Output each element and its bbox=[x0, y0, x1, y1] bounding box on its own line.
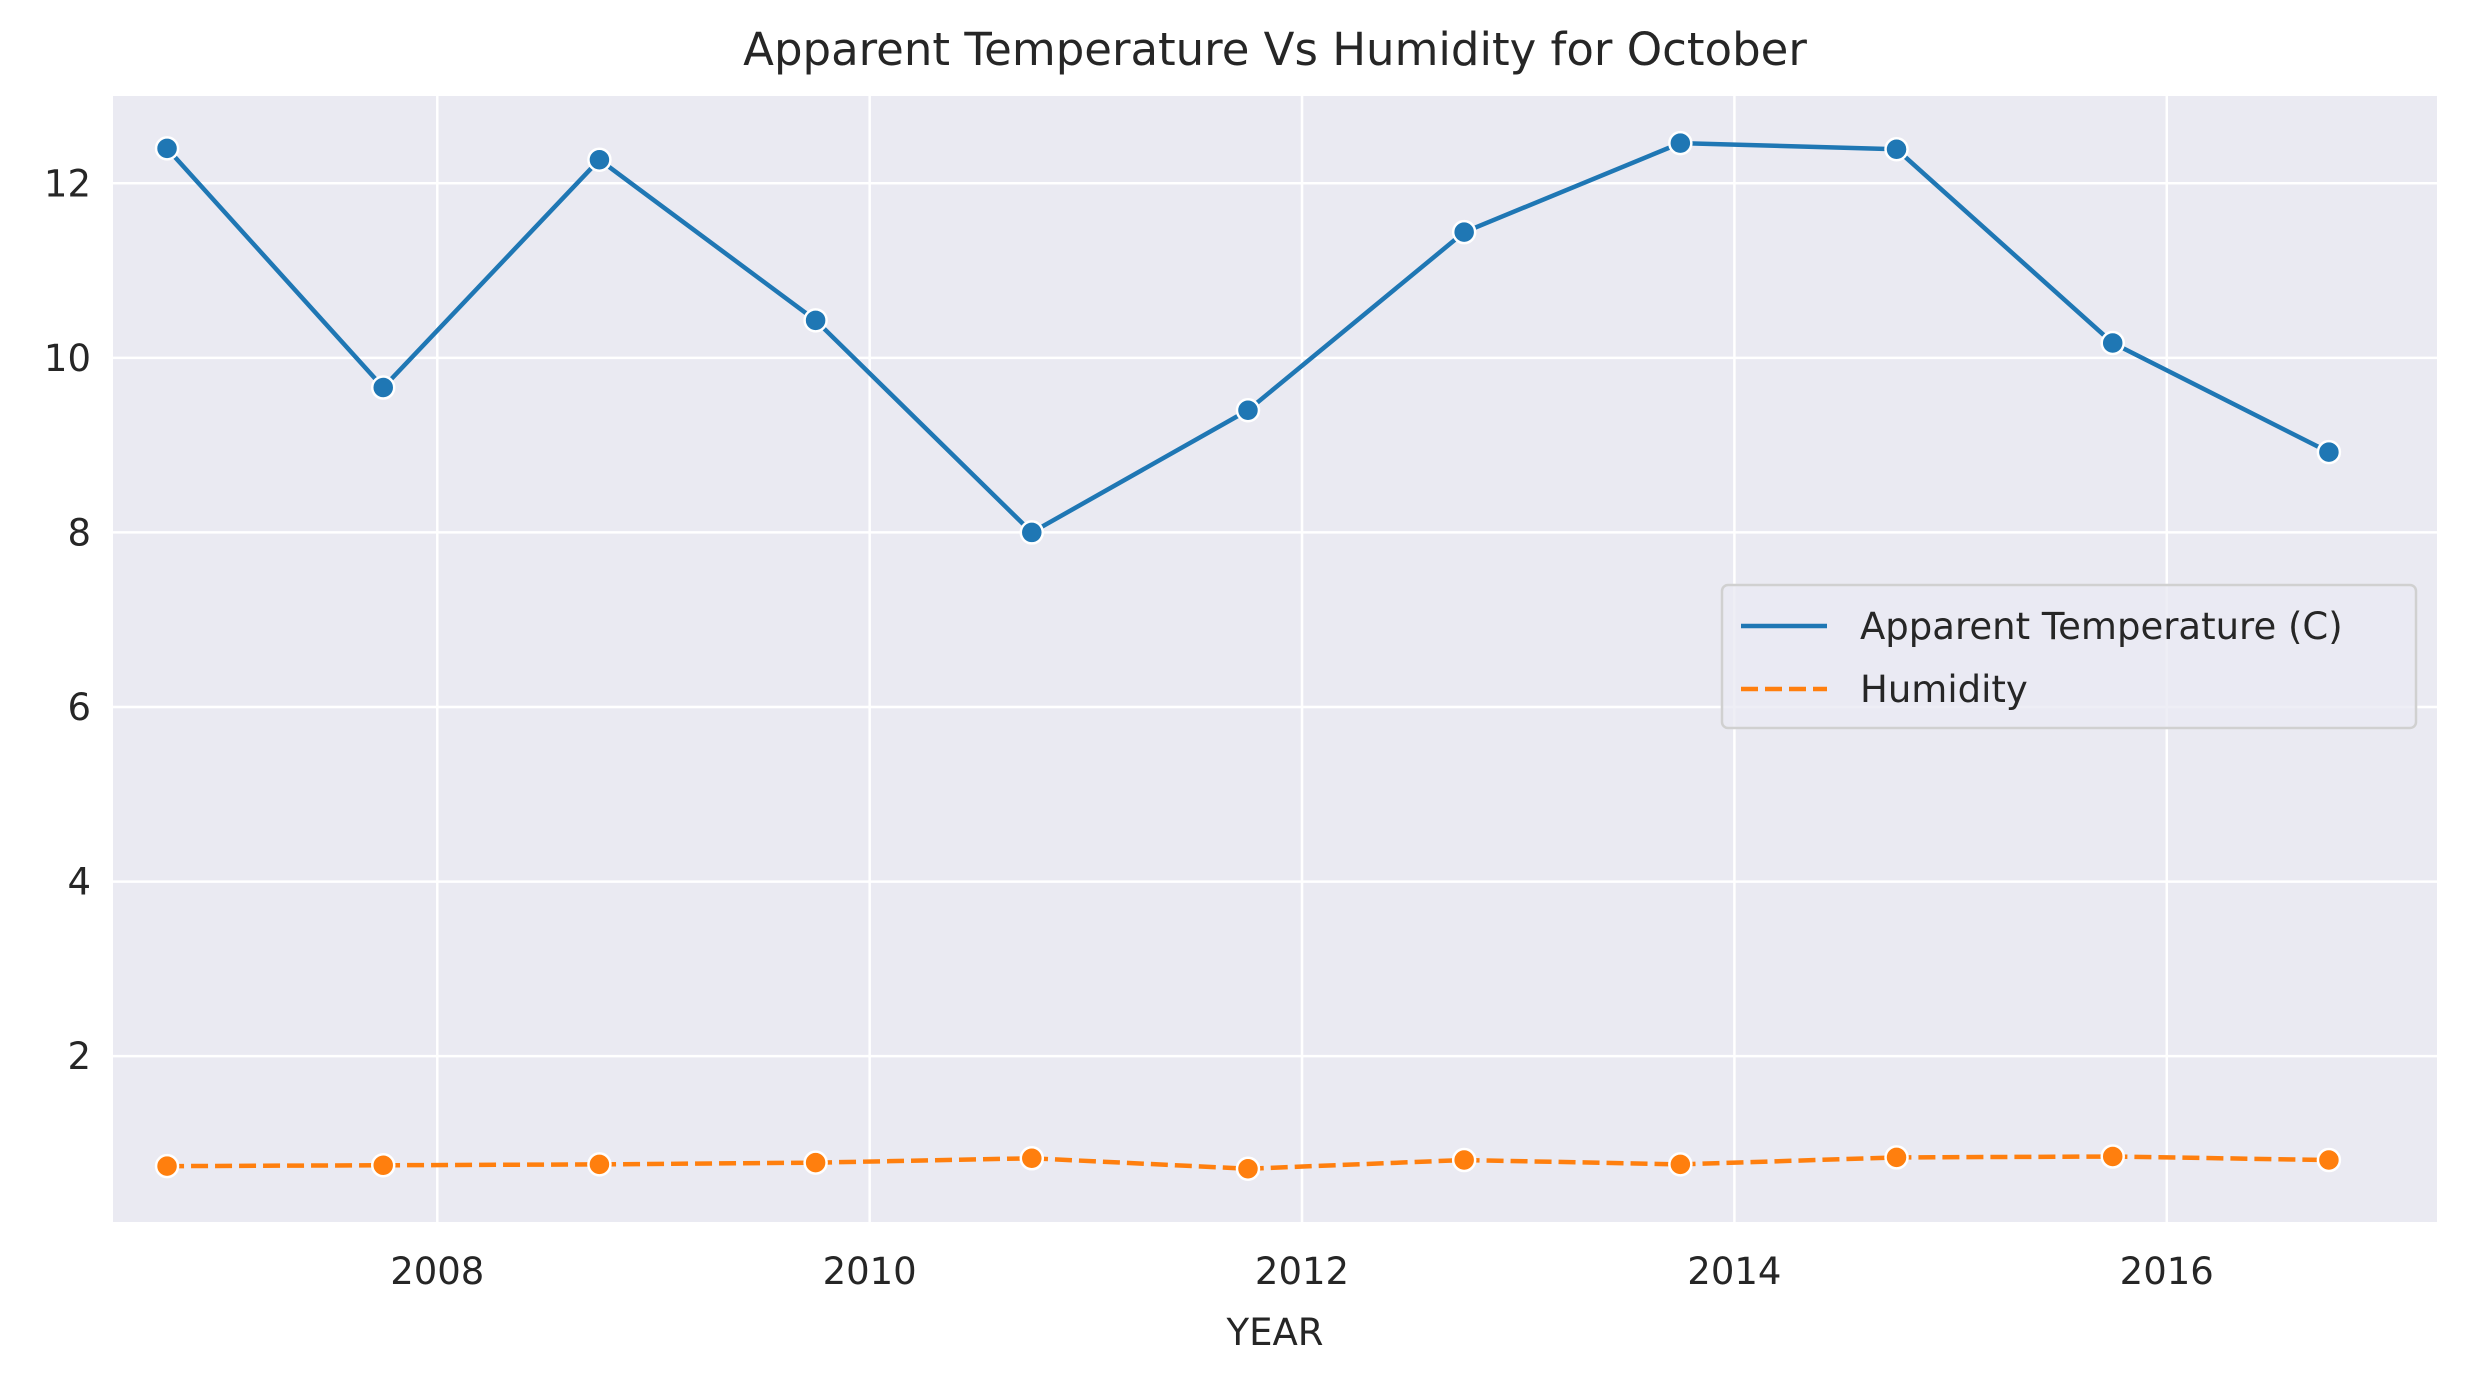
data-point bbox=[2316, 1147, 2342, 1173]
y-tick-label: 2 bbox=[67, 1035, 91, 1078]
data-point bbox=[370, 375, 396, 400]
chart-title: Apparent Temperature Vs Humidity for Oct… bbox=[743, 23, 1807, 76]
data-point bbox=[2100, 1144, 2125, 1169]
data-point bbox=[2100, 330, 2125, 356]
data-point bbox=[587, 147, 612, 172]
x-tick-label: 2016 bbox=[2120, 1250, 2214, 1293]
data-point bbox=[1019, 520, 1045, 545]
series-humidity bbox=[154, 1144, 2342, 1182]
data-point bbox=[370, 1153, 396, 1178]
tick-labels: 2008 2010 2012 2014 2016 2 4 6 8 10 12 bbox=[44, 162, 2214, 1293]
y-tick-label: 10 bbox=[44, 337, 91, 380]
legend: Apparent Temperature (C) Humidity bbox=[1720, 583, 2418, 730]
data-point bbox=[803, 308, 828, 333]
grid-lines bbox=[113, 96, 2437, 1222]
y-tick-label: 12 bbox=[44, 162, 91, 205]
x-tick-label: 2010 bbox=[823, 1250, 917, 1293]
data-point bbox=[2316, 439, 2342, 465]
data-point bbox=[587, 1152, 612, 1177]
x-tick-label: 2008 bbox=[390, 1250, 484, 1293]
data-point bbox=[1451, 219, 1477, 245]
series-apparent-temperature-c bbox=[154, 130, 2342, 545]
data-point bbox=[1884, 136, 1909, 162]
data-point bbox=[1884, 1145, 1909, 1170]
x-tick-label: 2014 bbox=[1687, 1250, 1781, 1293]
data-point bbox=[154, 1153, 180, 1179]
legend-frame bbox=[1720, 583, 2418, 730]
data-point bbox=[1668, 1152, 1693, 1177]
y-tick-label: 4 bbox=[67, 861, 91, 904]
data-point bbox=[1019, 1146, 1045, 1171]
x-axis-label: YEAR bbox=[1226, 1311, 1324, 1354]
data-point bbox=[154, 136, 180, 161]
x-tick-label: 2012 bbox=[1255, 1250, 1349, 1293]
series-layer bbox=[154, 130, 2342, 1182]
data-point bbox=[803, 1150, 828, 1175]
data-point bbox=[1451, 1147, 1477, 1173]
y-tick-label: 8 bbox=[67, 511, 91, 554]
legend-label-humidity: Humidity bbox=[1860, 668, 2028, 711]
y-tick-label: 6 bbox=[67, 686, 91, 729]
data-point bbox=[1668, 130, 1693, 156]
data-point bbox=[1235, 1156, 1261, 1182]
legend-label-apparent-temperature: Apparent Temperature (C) bbox=[1860, 605, 2343, 648]
data-point bbox=[1235, 397, 1261, 423]
